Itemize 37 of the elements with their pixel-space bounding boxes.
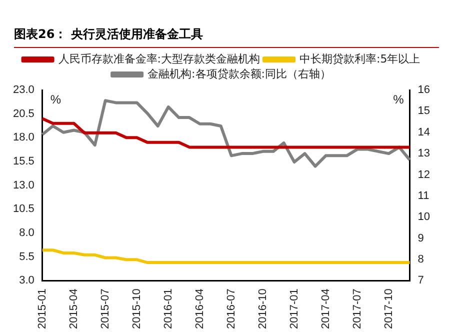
x-tick-label: 2017-10 xyxy=(382,288,395,330)
x-tick-label: 2015-04 xyxy=(68,288,80,330)
y2-tick-label: 10 xyxy=(418,211,430,224)
y-tick-label: 23.0 xyxy=(12,84,34,96)
legend-label: 中长期贷款利率:5年以上 xyxy=(300,52,420,66)
x-tick-label: 2015-01 xyxy=(36,288,48,330)
legend-label: 人民币存款准备金率:大型存款类金融机构 xyxy=(58,52,260,66)
y-tick-label: 20.5 xyxy=(12,108,34,120)
x-tick-label: 2016-04 xyxy=(194,288,206,330)
chart-title: 图表26： 央行灵活使用准备金工具 xyxy=(14,26,439,48)
y2-tick-label: 16 xyxy=(418,84,430,96)
x-tick-label: 2017-01 xyxy=(288,288,300,330)
y2-tick-label: 9 xyxy=(418,232,424,244)
y2-tick-label: 8 xyxy=(418,253,424,266)
y-tick-label: 15.5 xyxy=(12,156,34,168)
x-tick-label: 2017-04 xyxy=(320,288,332,330)
y-tick-label: 10.5 xyxy=(12,203,34,216)
y2-axis-title: % xyxy=(393,92,404,106)
y2-tick-label: 13 xyxy=(418,148,430,160)
x-tick-label: 2016-07 xyxy=(225,288,238,330)
y2-tick-label: 7 xyxy=(418,274,424,287)
y-tick-label: 18.0 xyxy=(12,132,34,144)
y-tick-label: 3.0 xyxy=(19,274,34,287)
x-tick-label: 2016-10 xyxy=(256,288,269,330)
y-tick-label: 13.0 xyxy=(12,179,34,192)
y2-tick-label: 15 xyxy=(418,105,430,118)
y-tick-label: 5.5 xyxy=(19,250,34,263)
y-axis-title: % xyxy=(50,92,62,106)
x-tick-label: 2015-10 xyxy=(130,288,143,330)
x-tick-label: 2017-07 xyxy=(351,288,364,330)
x-tick-label: 2016-01 xyxy=(162,288,174,330)
y2-tick-label: 12 xyxy=(418,168,430,181)
y-tick-label: 8.0 xyxy=(19,227,34,240)
legend-label: 金融机构:各项贷款余额:同比（右轴） xyxy=(148,67,331,80)
x-tick-label: 2015-07 xyxy=(99,288,112,330)
y2-tick-label: 11 xyxy=(418,190,430,202)
y2-tick-label: 14 xyxy=(418,126,430,138)
